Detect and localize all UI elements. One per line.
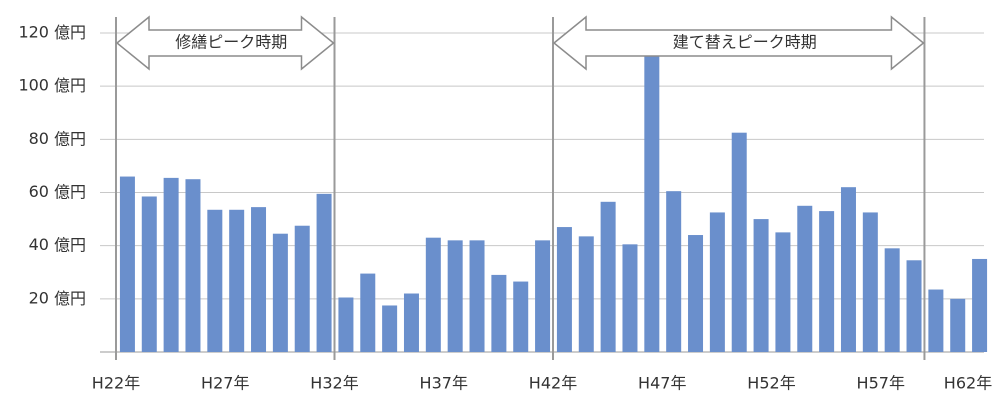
bar-H38年	[469, 240, 485, 352]
bar-H28年	[251, 207, 267, 352]
y-tick-label-100-unit: 億円	[54, 76, 86, 95]
y-tick-label-20: 20 億円	[29, 288, 86, 307]
bar-H50年	[731, 132, 747, 352]
bar-H58年	[906, 260, 922, 352]
bar-H49年	[709, 212, 725, 352]
bar-H47年	[666, 191, 682, 352]
period-dividers	[115, 17, 926, 360]
y-tick-label-120-unit: 億円	[54, 23, 86, 42]
x-tick-label-25: H47年	[638, 374, 686, 393]
y-tick-label-80-unit: 億円	[54, 129, 86, 148]
bar-H54年	[819, 211, 835, 352]
bar-H56年	[862, 212, 878, 352]
bar-H60年	[950, 298, 966, 352]
bar-H34年	[382, 305, 398, 352]
bar-H25年	[185, 179, 201, 352]
bar-H32年	[338, 297, 354, 352]
bar-H36年	[425, 237, 441, 352]
period-annotations: 修繕ピーク時期 建て替えピーク時期	[115, 15, 925, 71]
x-tick-label-40: H62年	[944, 374, 992, 393]
bar-H44年	[600, 201, 616, 352]
bar-H43年	[578, 236, 594, 352]
bar-H59年	[928, 289, 944, 352]
bar-H30年	[294, 225, 310, 352]
bar-H26年	[207, 209, 223, 352]
bar-H53年	[797, 205, 813, 352]
x-tick-label-10: H32年	[310, 374, 358, 393]
annotation-label-0: 修繕ピーク時期	[175, 33, 287, 52]
y-tick-label-120: 120 億円	[18, 23, 86, 42]
x-tick-label-20: H42年	[529, 374, 577, 393]
bar-H45年	[622, 244, 638, 352]
bar-H46年	[644, 47, 660, 352]
bar-H48年	[688, 235, 704, 352]
bar-H61年	[972, 258, 988, 352]
bar-H22年	[119, 176, 135, 352]
bar-H29年	[272, 233, 288, 352]
x-tick-label-15: H37年	[420, 374, 468, 393]
bar-H37年	[447, 240, 463, 352]
bar-H57年	[884, 248, 900, 352]
y-tick-label-60-unit: 億円	[54, 182, 86, 201]
y-tick-label-100: 100 億円	[18, 76, 86, 95]
bar-H40年	[513, 281, 529, 352]
bar-H24年	[163, 177, 179, 352]
y-tick-label-20-unit: 億円	[54, 288, 86, 307]
bar-H51年	[753, 219, 769, 352]
bar-H39年	[491, 274, 507, 352]
bar-H52年	[775, 232, 791, 352]
bar-H33年	[360, 273, 376, 352]
y-axis-ticks: 20 億円 40 億円 60 億円 80 億円 100 億円 120 億円	[18, 23, 86, 308]
x-axis-ticks: H22年 H27年 H32年 H37年 H42年 H47年 H52年 H57年 H62年	[92, 374, 992, 393]
bar-H31年	[316, 193, 332, 352]
x-tick-label-0: H22年	[92, 374, 140, 393]
bars	[119, 47, 988, 352]
bar-H23年	[141, 196, 157, 352]
y-tick-label-40-unit: 億円	[54, 235, 86, 254]
bar-H55年	[840, 187, 856, 352]
bar-H27年	[229, 209, 245, 352]
annotation-label-1: 建て替えピーク時期	[673, 33, 817, 52]
bar-H42年	[556, 227, 572, 352]
x-tick-label-35: H57年	[857, 374, 905, 393]
bar-H35年	[403, 293, 419, 352]
bar-H41年	[535, 240, 551, 352]
double-arrow-0	[115, 15, 335, 71]
y-tick-label-40: 40 億円	[29, 235, 86, 254]
y-tick-label-60: 60 億円	[29, 182, 86, 201]
y-tick-label-80: 80 億円	[29, 129, 86, 148]
x-tick-label-30: H52年	[747, 374, 795, 393]
x-tick-label-5: H27年	[201, 374, 249, 393]
double-arrow-1	[552, 15, 925, 71]
